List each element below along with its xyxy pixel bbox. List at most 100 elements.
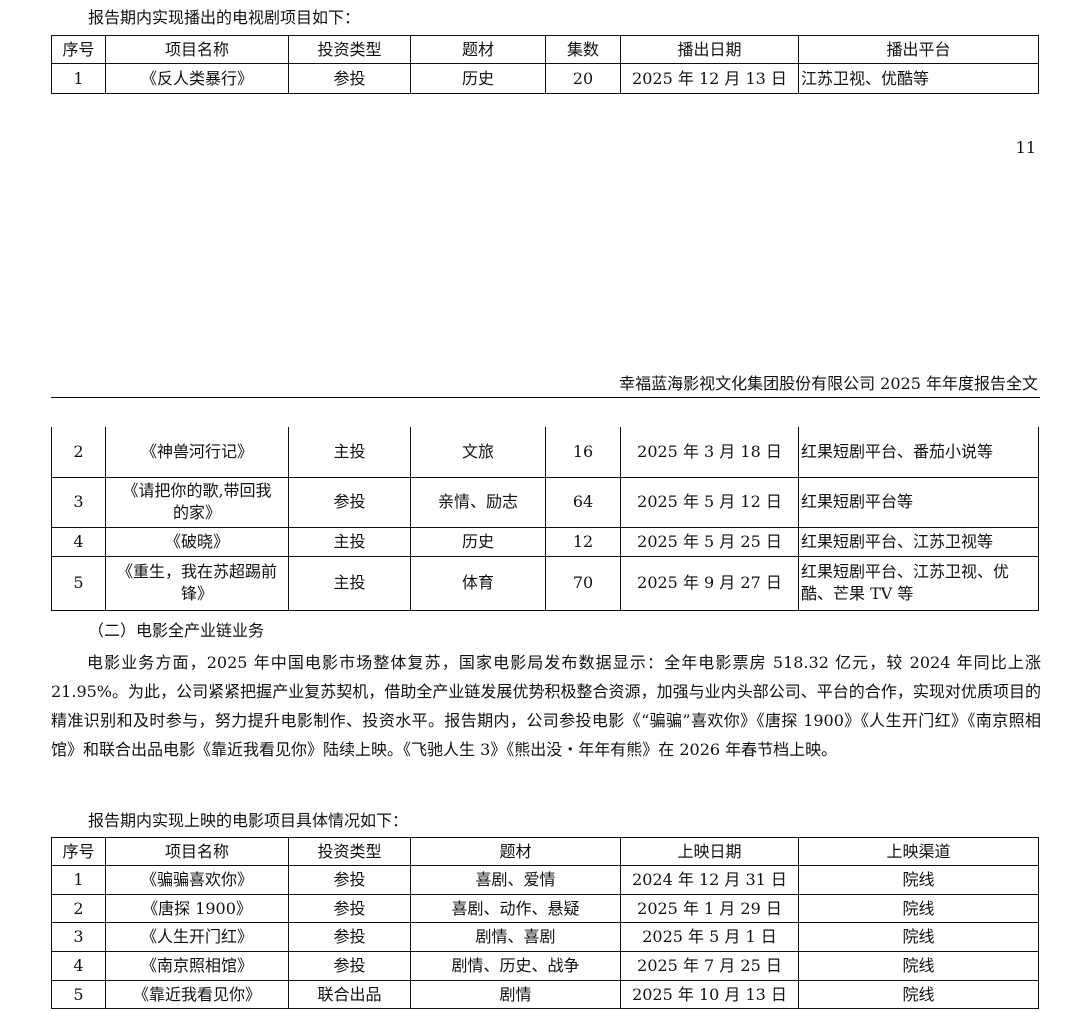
cell: 体育 <box>410 555 546 611</box>
cell: 院线 <box>798 980 1039 1009</box>
cell: 参投 <box>288 63 411 94</box>
cell: 剧情、历史、战争 <box>410 951 621 981</box>
cell: 2025 年 5 月 12 日 <box>620 476 799 528</box>
header-cell: 集数 <box>545 35 621 64</box>
cell: 历史 <box>410 63 546 94</box>
cell: 主投 <box>288 526 411 557</box>
cell: 2025 年 10 月 13 日 <box>620 980 799 1009</box>
section-title: （二）电影全产业链业务 <box>88 621 265 640</box>
cell: 院线 <box>798 922 1039 952</box>
cell: 3 <box>51 476 106 528</box>
cell: 喜剧、动作、悬疑 <box>410 894 621 923</box>
cell: 4 <box>51 526 106 557</box>
cell: 红果短剧平台等 <box>798 476 1039 528</box>
header-cell: 上映渠道 <box>798 837 1039 866</box>
table-row: 4 《破晓》 主投 历史 12 2025 年 5 月 25 日红果短剧平台、江苏卫视等 <box>51 526 1039 557</box>
page-number: 11 <box>1015 138 1036 157</box>
cell: 2025 年 12 月 13 日 <box>620 63 799 94</box>
cell: 4 <box>51 951 106 981</box>
cell: 参投 <box>288 922 411 952</box>
cell: 院线 <box>798 894 1039 923</box>
cell: 2 <box>51 894 106 923</box>
cell: 《人生开门红》 <box>105 922 289 952</box>
cell: 70 <box>545 555 621 611</box>
cell: 12 <box>545 526 621 557</box>
tv-intro: 报告期内实现播出的电视剧项目如下： <box>88 8 361 27</box>
tv-table-page1: 序号 项目名称 投资类型 题材 集数 播出日期 播出平台 1 《反人类暴行》 参投 历史 20 202… <box>51 35 1039 94</box>
table-header: 序号 项目名称 投资类型 题材 上映日期 上映渠道 <box>51 837 1039 866</box>
cell: 院线 <box>798 865 1039 895</box>
cell: 2025 年 3 月 18 日 <box>620 426 799 478</box>
table-row: 5 《靠近我看见你》 联合出品 剧情 2025 年 10 月 13 日院线 <box>51 980 1039 1009</box>
cell: 2025 年 5 月 1 日 <box>620 922 799 952</box>
cell: 《唐探 1900》 <box>105 894 289 923</box>
cell: 红果短剧平台、江苏卫视等 <box>798 526 1039 557</box>
table-header: 序号 项目名称 投资类型 题材 集数 播出日期 播出平台 <box>51 35 1039 64</box>
table-row: 3 《请把你的歌,带回我的家》 参投 亲情、励志 64 2025 年 5 月 12 日红果… <box>51 476 1039 528</box>
table-row: 1 《骗骗喜欢你》 参投 喜剧、爱情 2024 年 12 月 31 日院线 <box>51 865 1039 895</box>
cell: 1 <box>51 63 106 94</box>
table-row: 3 《人生开门红》 参投 剧情、喜剧 2025 年 5 月 1 日院线 <box>51 922 1039 952</box>
cell: 《南京照相馆》 <box>105 951 289 981</box>
table-row: 2 《神兽河行记》 主投 文旅 16 2025 年 3 月 18 日红果短剧平台、番茄小说… <box>51 426 1039 478</box>
cell: 《靠近我看见你》 <box>105 980 289 1009</box>
cell: 《破晓》 <box>105 526 289 557</box>
cell: 20 <box>545 63 621 94</box>
cell: 64 <box>545 476 621 528</box>
cell: 2025 年 9 月 27 日 <box>620 555 799 611</box>
cell: 文旅 <box>410 426 546 478</box>
header-cell: 序号 <box>51 837 106 866</box>
running-header: 幸福蓝海影视文化集团股份有限公司 2025 年年度报告全文 <box>619 374 1038 393</box>
header-cell: 项目名称 <box>105 837 289 866</box>
cell: 喜剧、爱情 <box>410 865 621 895</box>
header-rule <box>51 397 1040 398</box>
cell: 《反人类暴行》 <box>105 63 289 94</box>
cell: 参投 <box>288 951 411 981</box>
header-cell: 播出日期 <box>620 35 799 64</box>
tv-table-page2: 2 《神兽河行记》 主投 文旅 16 2025 年 3 月 18 日红果短剧平台、番茄小说… <box>51 426 1039 611</box>
paragraph: 电影业务方面，2025 年中国电影市场整体复苏，国家电影局发布数据显示：全年电影… <box>51 653 1041 759</box>
cell: 参投 <box>288 865 411 895</box>
header-cell: 投资类型 <box>288 35 411 64</box>
cell: 主投 <box>288 555 411 611</box>
cell: 参投 <box>288 476 411 528</box>
cell: 5 <box>51 555 106 611</box>
header-cell: 项目名称 <box>105 35 289 64</box>
cell: 亲情、励志 <box>410 476 546 528</box>
cell: 2025 年 7 月 25 日 <box>620 951 799 981</box>
cell: 2025 年 1 月 29 日 <box>620 894 799 923</box>
cell: 历史 <box>410 526 546 557</box>
cell: 16 <box>545 426 621 478</box>
header-cell: 上映日期 <box>620 837 799 866</box>
header-cell: 题材 <box>410 837 621 866</box>
cell: 2 <box>51 426 106 478</box>
cell: 参投 <box>288 894 411 923</box>
table-row: 1 《反人类暴行》 参投 历史 20 2025 年 12 月 13 日江苏卫视、优酷等 <box>51 63 1039 94</box>
cell: 江苏卫视、优酷等 <box>798 63 1039 94</box>
cell: 剧情、喜剧 <box>410 922 621 952</box>
cell: 2024 年 12 月 31 日 <box>620 865 799 895</box>
cell: 《请把你的歌,带回我的家》 <box>105 476 289 528</box>
cell: 1 <box>51 865 106 895</box>
cell: 主投 <box>288 426 411 478</box>
header-cell: 播出平台 <box>798 35 1039 64</box>
cell: 联合出品 <box>288 980 411 1009</box>
cell: 《神兽河行记》 <box>105 426 289 478</box>
header-cell: 序号 <box>51 35 106 64</box>
film-intro: 报告期内实现上映的电影项目具体情况如下： <box>88 811 409 830</box>
cell: 红果短剧平台、江苏卫视、优酷、芒果 TV 等 <box>798 555 1039 611</box>
cell: 红果短剧平台、番茄小说等 <box>798 426 1039 478</box>
cell: 剧情 <box>410 980 621 1009</box>
cell: 2025 年 5 月 25 日 <box>620 526 799 557</box>
cell: 院线 <box>798 951 1039 981</box>
header-cell: 投资类型 <box>288 837 411 866</box>
cell: 《重生，我在苏超踢前锋》 <box>105 555 289 611</box>
cell: 《骗骗喜欢你》 <box>105 865 289 895</box>
film-table: 序号 项目名称 投资类型 题材 上映日期 上映渠道 1 《骗骗喜欢你》 参投 喜剧、爱情 2024 … <box>51 837 1039 1009</box>
table-row: 5 《重生，我在苏超踢前锋》 主投 体育 70 2025 年 9 月 27 日红果短剧平台… <box>51 555 1039 611</box>
header-cell: 题材 <box>410 35 546 64</box>
table-row: 4 《南京照相馆》 参投 剧情、历史、战争 2025 年 7 月 25 日院线 <box>51 951 1039 981</box>
table-row: 2 《唐探 1900》 参投 喜剧、动作、悬疑 2025 年 1 月 29 日院线 <box>51 894 1039 923</box>
cell: 5 <box>51 980 106 1009</box>
cell: 3 <box>51 922 106 952</box>
